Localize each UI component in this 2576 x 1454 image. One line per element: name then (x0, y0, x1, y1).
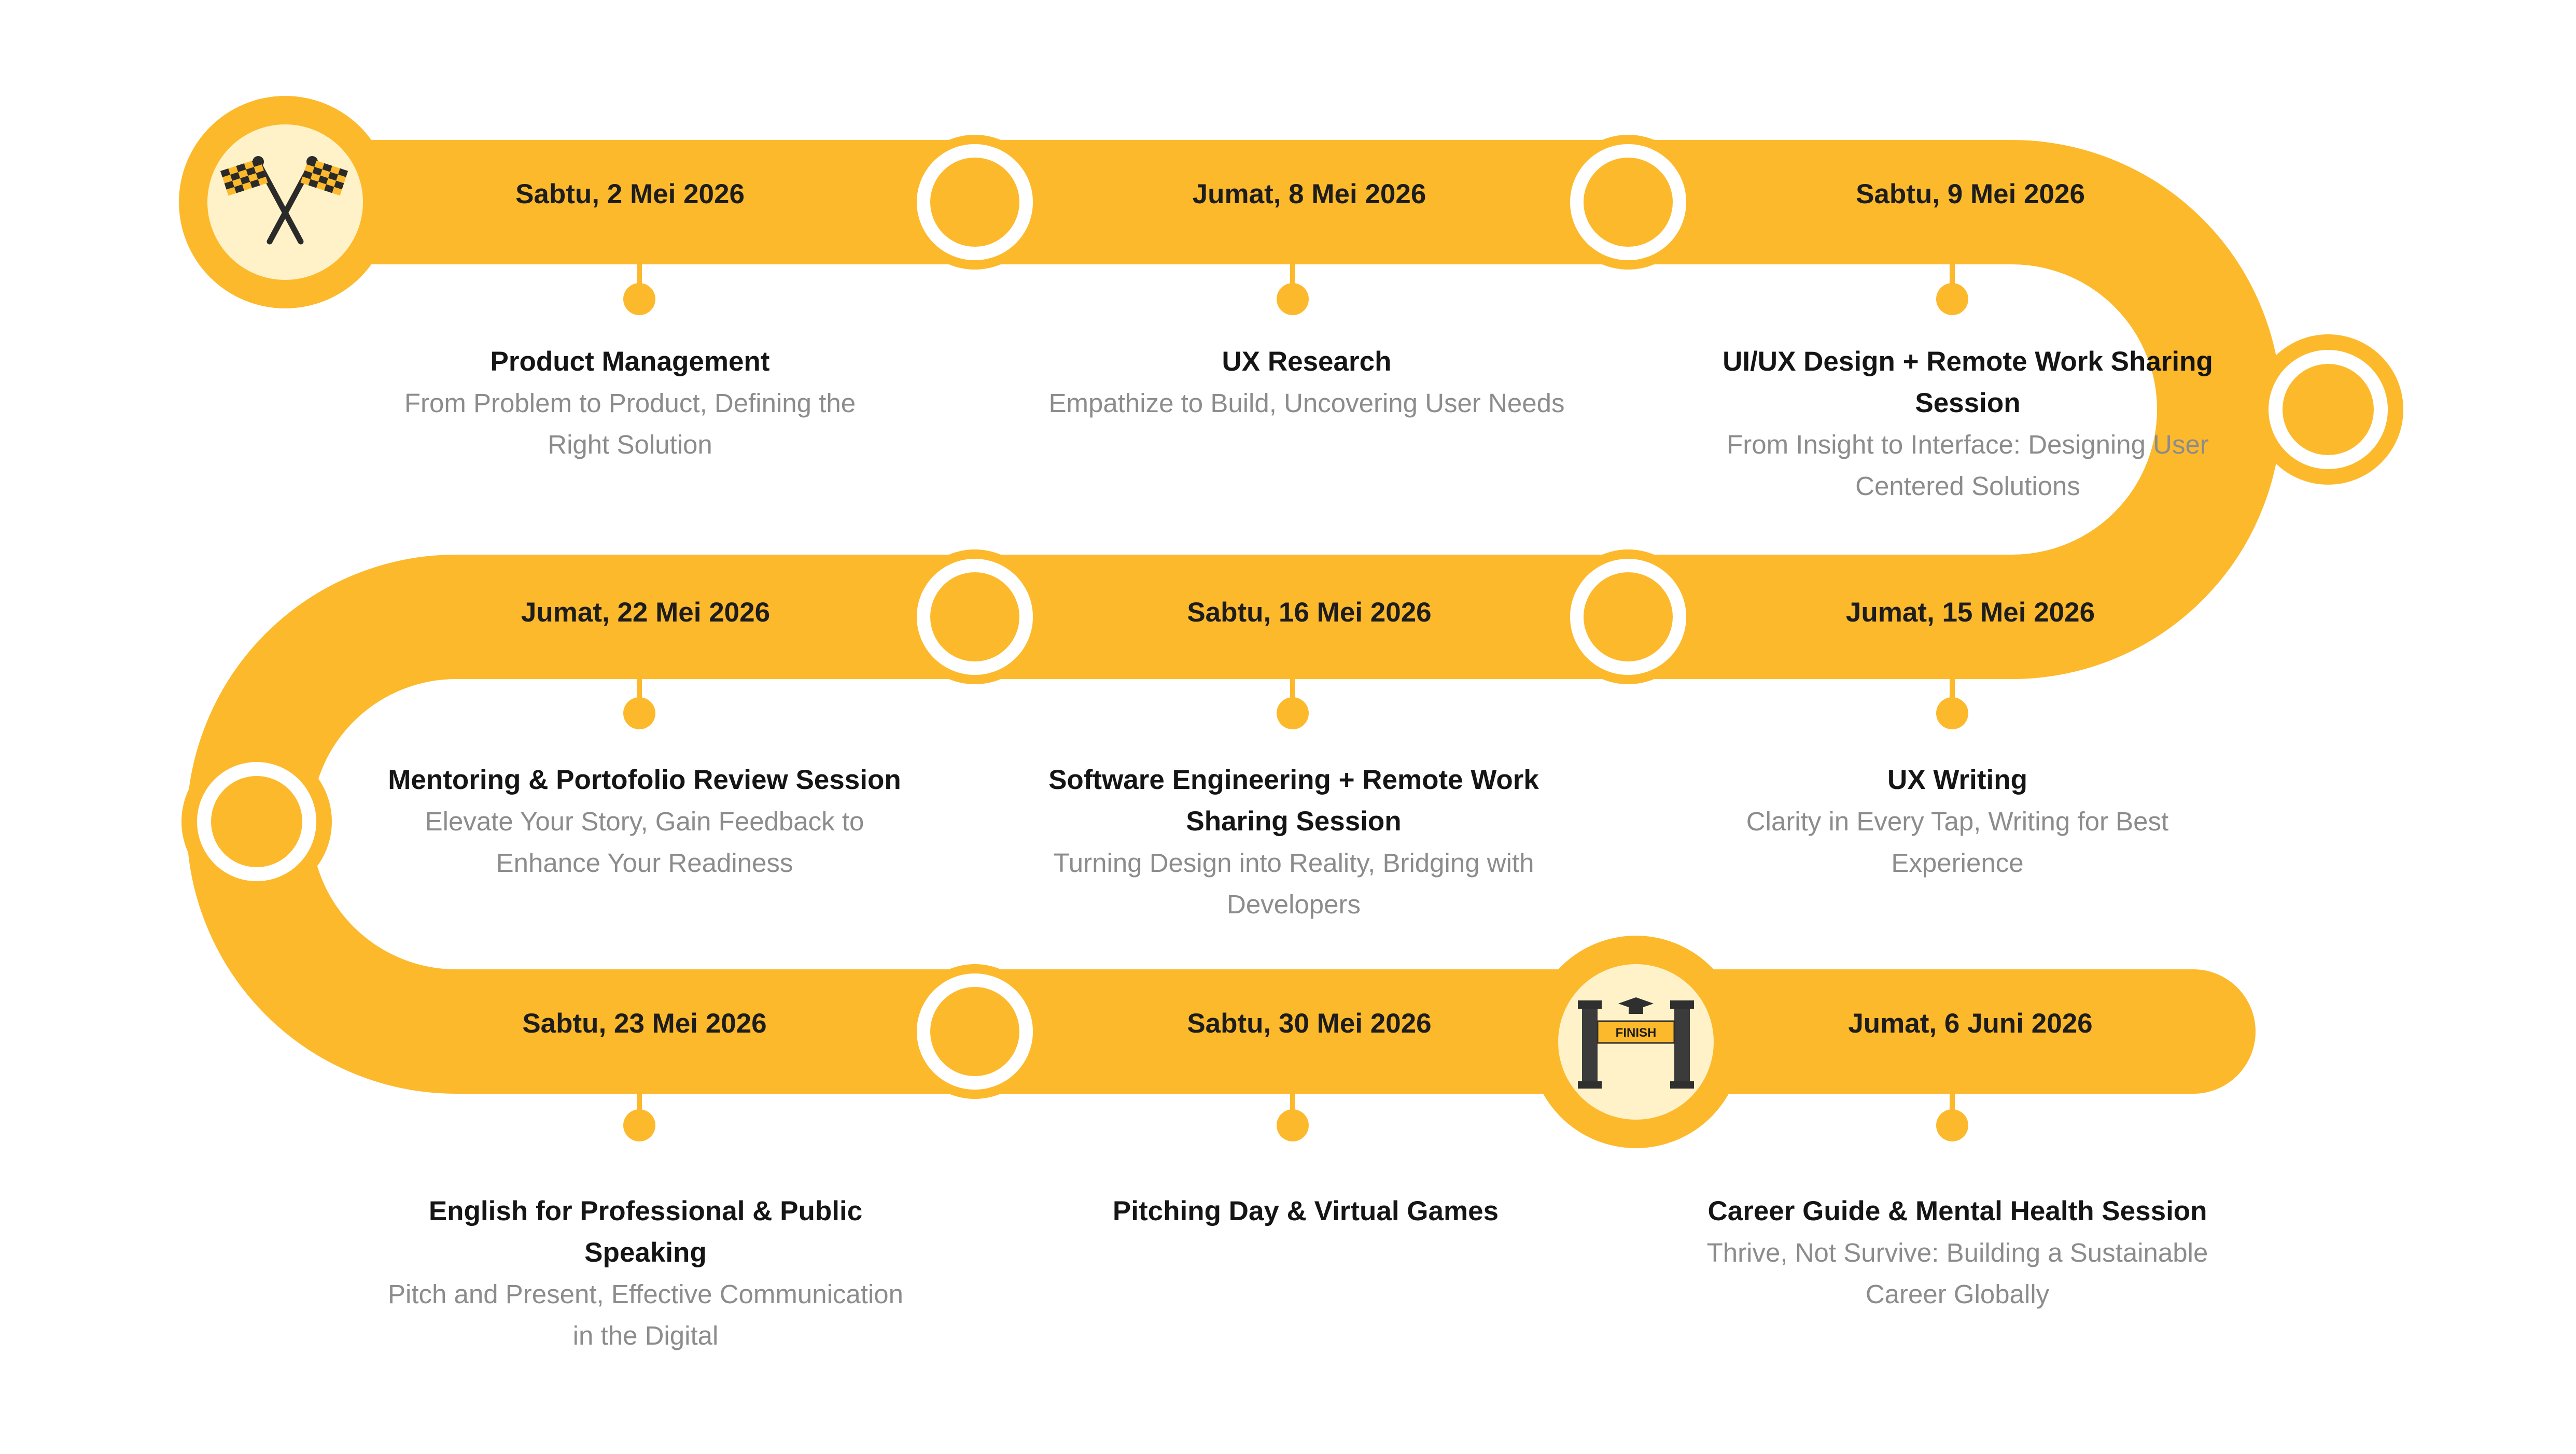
connector-dot (1936, 283, 1968, 315)
ring-node (907, 549, 1042, 684)
stop-date: Sabtu, 30 Mei 2026 (1187, 1008, 1432, 1039)
session-subtitle: Thrive, Not Survive: Building a Sustaina… (1706, 1238, 2208, 1309)
connector-dot (623, 283, 655, 315)
stop-date: Jumat, 8 Mei 2026 (1192, 179, 1426, 209)
session-card: Pitching Day & Virtual Games (1046, 1191, 1565, 1232)
ring-node (1561, 135, 1696, 270)
ring-node (907, 964, 1042, 1099)
connector-line (1290, 262, 1295, 303)
session-title: English for Professional & Public Speaki… (428, 1196, 863, 1268)
session-title: UI/UX Design + Remote Work Sharing Sessi… (1723, 346, 2213, 418)
session-card: Career Guide & Mental Health Session Thr… (1698, 1191, 2217, 1315)
ring-node (907, 135, 1042, 270)
session-subtitle: Pitch and Present, Effective Communicati… (387, 1279, 904, 1350)
stop-date: Jumat, 15 Mei 2026 (1845, 597, 2095, 628)
session-subtitle: From Problem to Product, Defining the Ri… (404, 388, 856, 459)
connector-dot (1277, 1109, 1309, 1141)
connector-line (637, 262, 642, 303)
connector-dot (623, 697, 655, 729)
connector-dot (1277, 283, 1309, 315)
session-subtitle: Turning Design into Reality, Bridging wi… (1053, 848, 1534, 919)
session-card: Product Management From Problem to Produ… (371, 341, 889, 465)
session-subtitle: Elevate Your Story, Gain Feedback to Enh… (425, 807, 864, 878)
stop-date: Sabtu, 9 Mei 2026 (1856, 179, 2085, 209)
stop-date: Sabtu, 2 Mei 2026 (515, 179, 745, 209)
ring-node (2253, 334, 2403, 485)
session-card: Mentoring & Portofolio Review Session El… (385, 759, 904, 884)
road-path (187, 140, 2281, 1094)
stop-date: Jumat, 22 Mei 2026 (521, 597, 771, 628)
session-card: UX Writing Clarity in Every Tap, Writing… (1698, 759, 2217, 884)
session-title: Career Guide & Mental Health Session (1707, 1196, 2207, 1226)
stop-date: Sabtu, 16 Mei 2026 (1187, 597, 1432, 628)
session-title: UX Writing (1887, 765, 2027, 795)
session-subtitle: Empathize to Build, Uncovering User Need… (1048, 388, 1565, 418)
session-card: UX Research Empathize to Build, Uncoveri… (1047, 341, 1566, 424)
ring-node (1561, 549, 1696, 684)
session-title: Software Engineering + Remote Work Shari… (1048, 765, 1539, 837)
session-subtitle: From Insight to Interface: Designing Use… (1727, 430, 2209, 501)
session-title: Product Management (490, 346, 770, 377)
stop-date: Jumat, 6 Juni 2026 (1848, 1008, 2093, 1039)
finish-label: FINISH (1616, 1026, 1657, 1040)
session-title: Mentoring & Portofolio Review Session (388, 765, 901, 795)
connector-dot (1936, 1109, 1968, 1141)
session-subtitle: Clarity in Every Tap, Writing for Best E… (1746, 807, 2169, 878)
session-title: UX Research (1222, 346, 1392, 377)
session-card: English for Professional & Public Speaki… (386, 1191, 905, 1357)
stop-date: Sabtu, 23 Mei 2026 (522, 1008, 767, 1039)
connector-dot (1277, 697, 1309, 729)
session-title: Pitching Day & Virtual Games (1112, 1196, 1499, 1226)
finish-gate-icon: FINISH (1530, 936, 1742, 1148)
connector-dot (623, 1109, 655, 1141)
ring-node (181, 746, 332, 897)
session-card: UI/UX Design + Remote Work Sharing Sessi… (1709, 341, 2227, 507)
checkered-flags-icon (179, 96, 391, 308)
connector-dot (1936, 697, 1968, 729)
connector-line (1950, 262, 1955, 303)
session-card: Software Engineering + Remote Work Shari… (1034, 759, 1553, 925)
